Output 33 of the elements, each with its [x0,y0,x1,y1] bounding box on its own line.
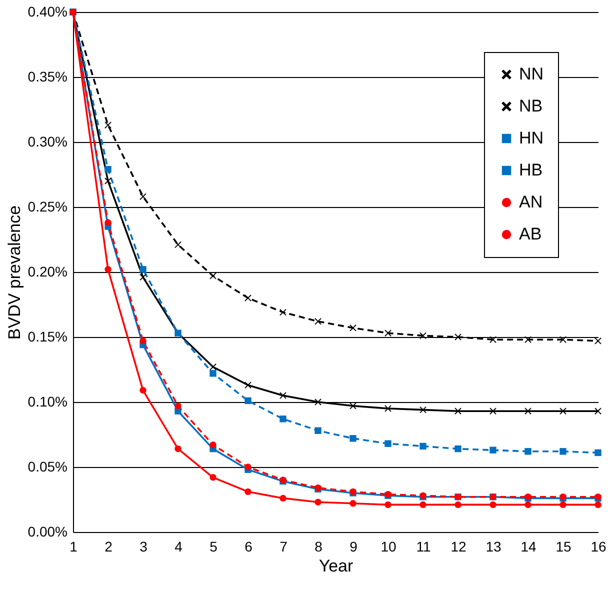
legend-label: HB [519,160,543,180]
x-tick-label: 16 [590,538,606,554]
x-tick-label: 11 [416,538,431,554]
legend-label: AB [519,224,542,244]
x-tick-label: 14 [520,538,536,554]
x-tick-label: 1 [70,538,78,554]
y-tick-label: 0.40% [28,4,68,20]
x-tick-label: 5 [210,538,218,554]
x-tick-label: 3 [140,538,148,554]
y-tick-label: 0.00% [28,524,68,540]
legend-label: NN [519,64,544,84]
x-tick-label: 13 [486,538,502,554]
x-tick-label: 7 [280,538,288,554]
x-tick-label: 4 [174,538,183,554]
legend-label: AN [519,192,543,212]
y-tick-label: 0.30% [28,134,68,150]
y-tick-label: 0.20% [28,264,68,280]
y-axis-title: BVDV prevalence [4,205,24,340]
y-tick-label: 0.35% [28,68,68,84]
legend-label: NB [519,96,543,116]
x-tick-label: 8 [314,538,323,554]
y-tick-label: 0.05% [28,458,68,474]
y-tick-label: 0.10% [28,394,68,410]
x-tick-label: 12 [450,538,466,554]
x-axis-title: Year [318,556,354,576]
x-tick-label: 6 [244,538,253,554]
x-tick-label: 15 [556,538,572,554]
x-tick-label: 10 [380,538,396,554]
legend-label: HN [519,128,544,148]
y-tick-label: 0.15% [28,328,68,344]
x-tick-label: 9 [350,538,358,554]
y-tick-label: 0.25% [28,198,68,214]
x-tick-label: 2 [104,538,113,554]
